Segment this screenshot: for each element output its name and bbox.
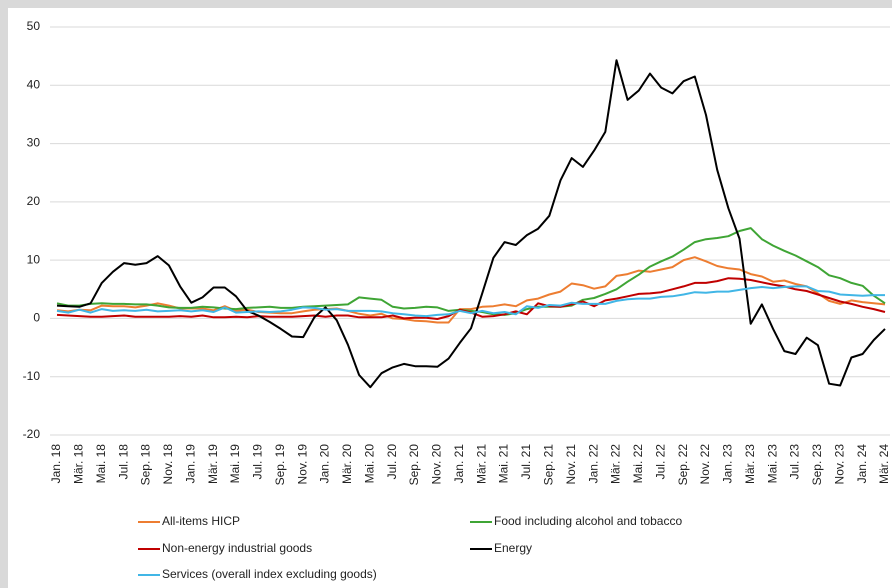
x-tick-label: Nov. 22: [698, 444, 712, 485]
x-tick-label: Jul. 22: [653, 444, 667, 480]
x-tick-label: Jan. 21: [452, 444, 466, 484]
x-tick-label: Mai. 23: [765, 444, 779, 484]
x-tick-label: Jan. 19: [183, 444, 197, 484]
y-tick-label: 20: [27, 194, 41, 208]
x-tick-label: Jul. 19: [251, 444, 265, 480]
x-tick-label: Sep. 20: [407, 444, 421, 486]
y-tick-label: 50: [27, 19, 41, 33]
x-tick-label: Jul. 21: [519, 444, 533, 480]
x-tick-label: Mai. 21: [497, 444, 511, 484]
legend-label: All-items HICP: [162, 514, 240, 528]
y-tick-label: 30: [27, 136, 41, 150]
x-tick-label: Jul. 20: [385, 444, 399, 480]
x-tick-label: Nov. 19: [295, 444, 309, 485]
legend-label: Non-energy industrial goods: [162, 541, 312, 555]
y-tick-label: -20: [23, 427, 41, 441]
legend-label: Energy: [494, 541, 532, 555]
y-tick-label: -10: [23, 369, 41, 383]
series-line: [56, 227, 886, 316]
x-tick-label: Jan. 23: [721, 444, 735, 484]
x-tick-label: Nov. 20: [430, 444, 444, 485]
x-tick-label: Mär. 23: [743, 444, 757, 484]
x-tick-label: Mai. 22: [631, 444, 645, 484]
x-tick-label: Mai. 18: [94, 444, 108, 484]
x-tick-label: Sep. 23: [810, 444, 824, 486]
series-line: [56, 59, 886, 389]
x-tick-label: Jan. 22: [586, 444, 600, 484]
x-tick-label: Mär. 19: [206, 444, 220, 484]
x-tick-label: Sep. 22: [676, 444, 690, 486]
x-tick-label: Jan. 24: [855, 444, 869, 484]
x-tick-label: Mär. 22: [609, 444, 623, 484]
x-tick-label: Mai. 20: [362, 444, 376, 484]
x-tick-label: Nov. 21: [564, 444, 578, 485]
x-tick-label: Mär. 21: [474, 444, 488, 484]
x-tick-label: Jan. 20: [318, 444, 332, 484]
x-tick-label: Nov. 23: [832, 444, 846, 485]
y-tick-label: 10: [27, 252, 41, 266]
legend-label: Food including alcohol and tobacco: [494, 514, 682, 528]
x-tick-label: Nov. 18: [161, 444, 175, 485]
x-tick-label: Sep. 21: [541, 444, 555, 486]
x-tick-label: Jan. 18: [49, 444, 63, 484]
legend-label: Services (overall index excluding goods): [162, 567, 377, 581]
x-tick-label: Sep. 19: [273, 444, 287, 486]
x-tick-label: Mär. 24: [877, 444, 891, 484]
y-tick-label: 0: [33, 311, 40, 325]
y-tick-label: 40: [27, 77, 41, 91]
x-tick-label: Mai. 19: [228, 444, 242, 484]
chart-area: [8, 8, 892, 588]
x-tick-label: Jul. 18: [116, 444, 130, 480]
x-tick-label: Mär. 18: [72, 444, 86, 484]
x-tick-label: Sep. 18: [139, 444, 153, 486]
x-tick-label: Jul. 23: [788, 444, 802, 480]
x-tick-label: Mär. 20: [340, 444, 354, 484]
series-line: [56, 285, 885, 318]
